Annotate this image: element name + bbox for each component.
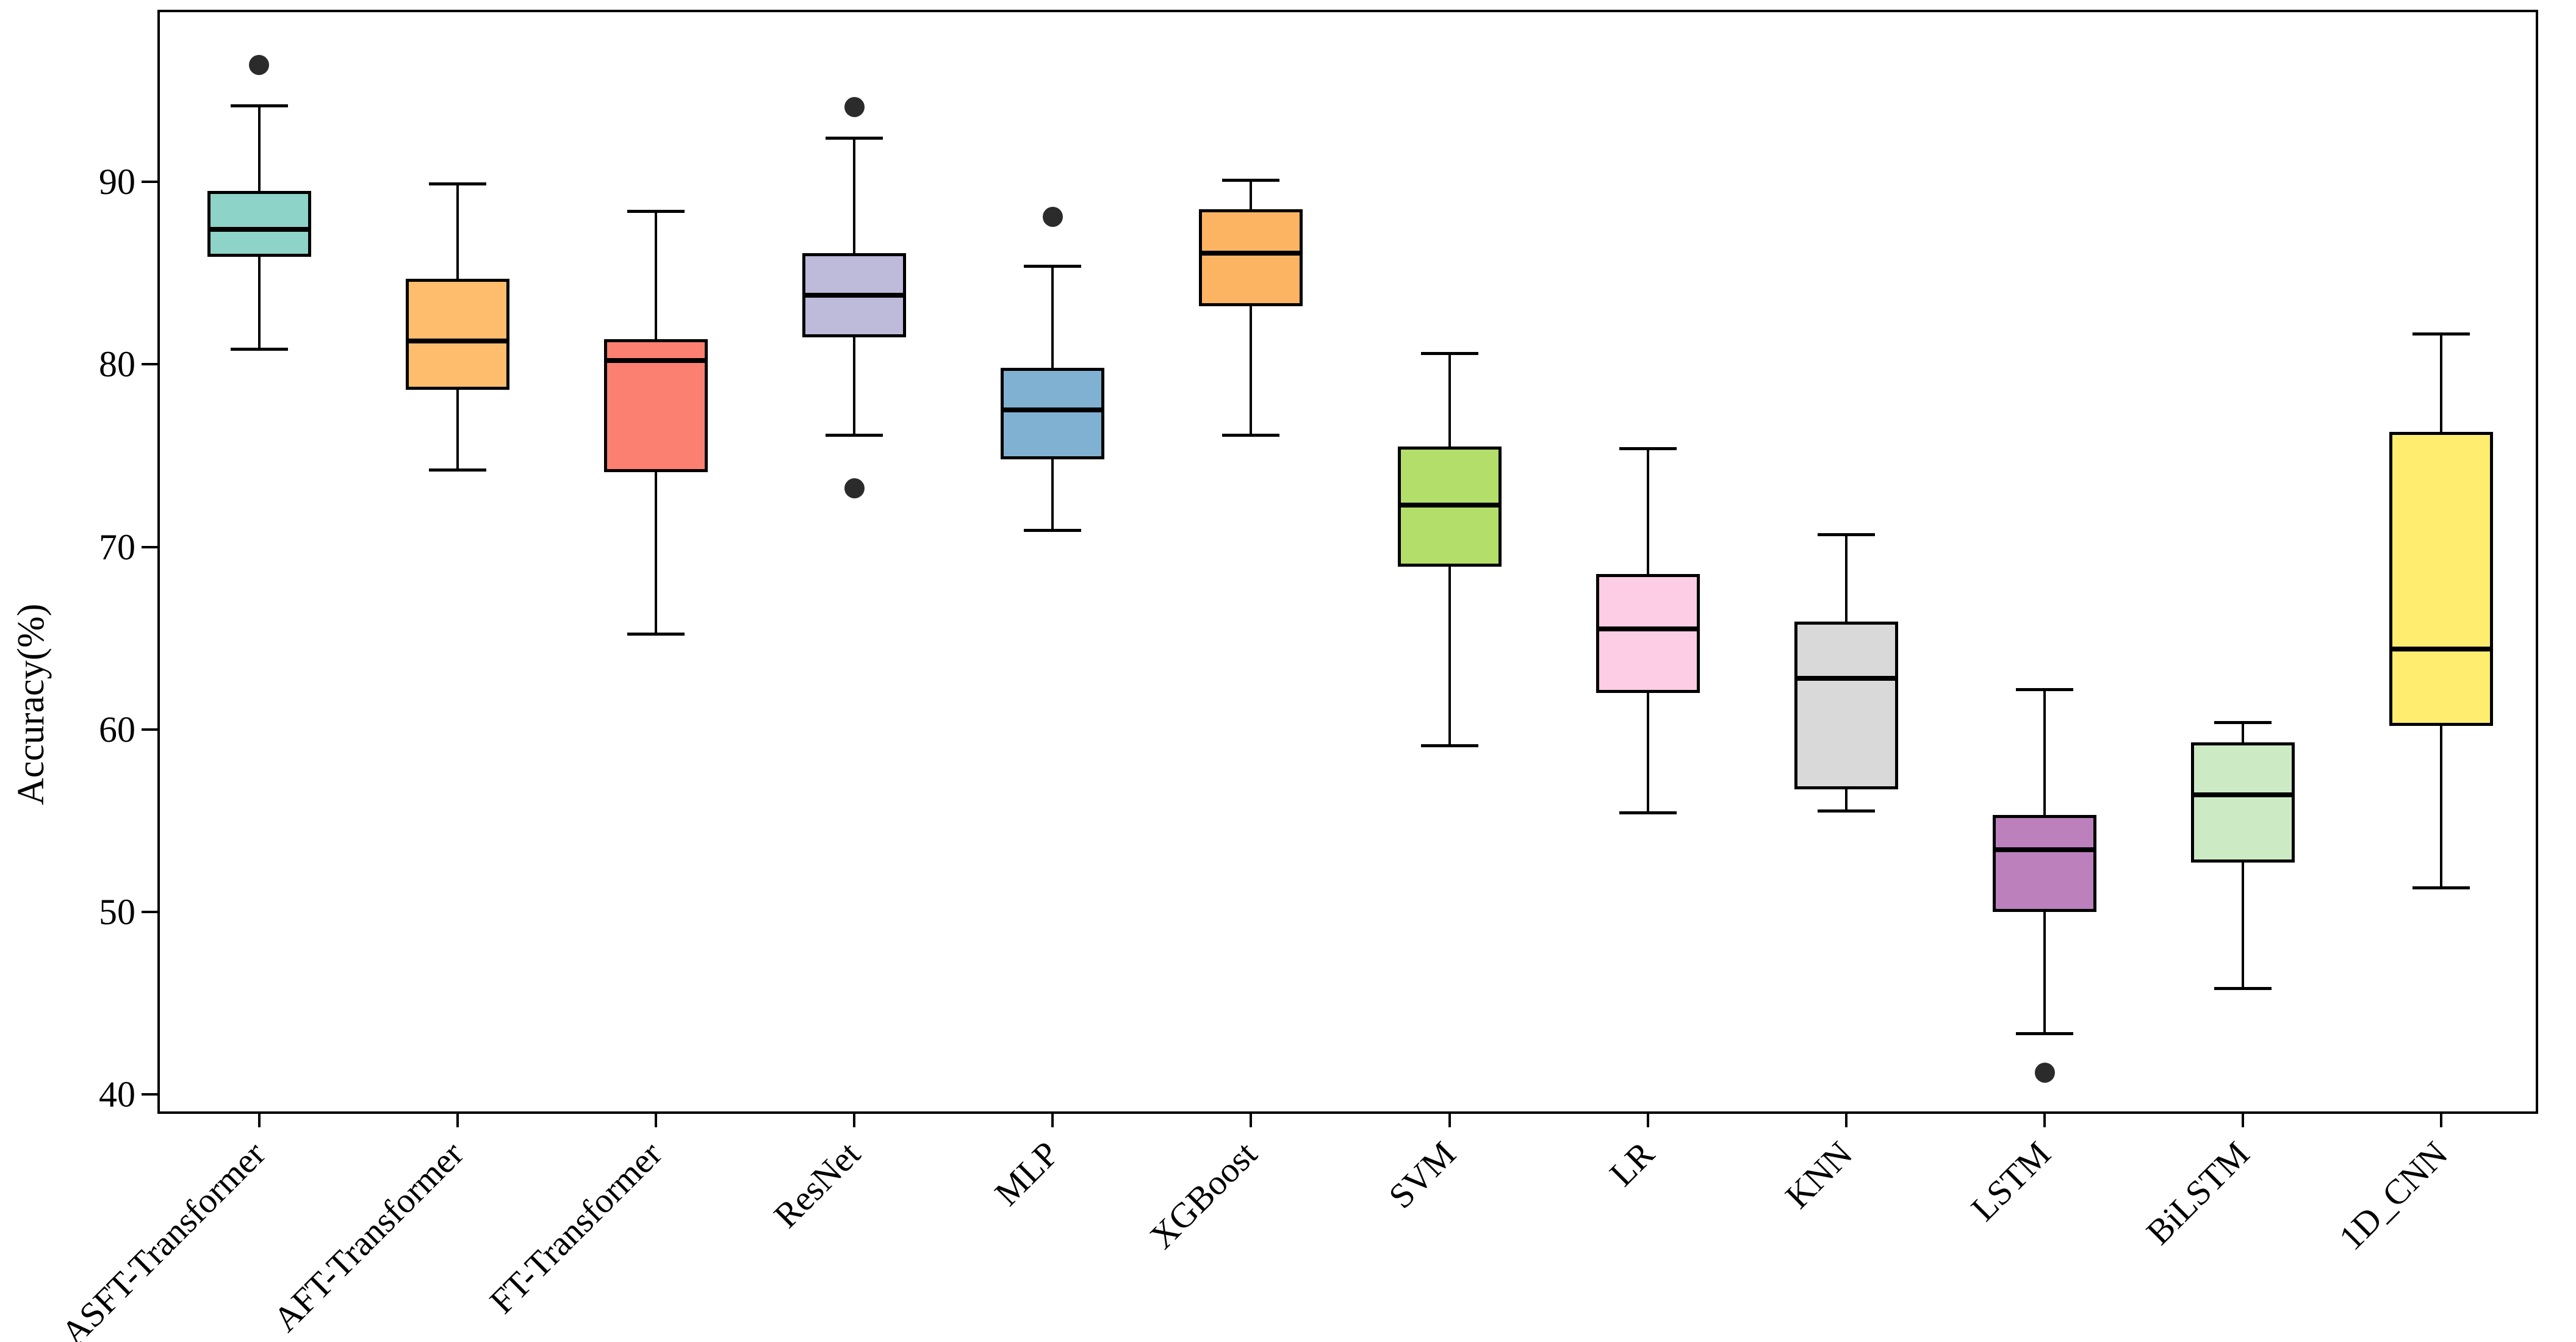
x-tick-label-FT-Transformer: FT-Transformer (482, 1133, 670, 1321)
whisker-cap-bottom-ASFT-Transformer (230, 348, 288, 351)
y-tick (142, 910, 157, 913)
y-tick-label: 60 (99, 709, 135, 750)
y-axis-title: Accuracy(%) (10, 603, 52, 805)
whisker-cap-top-FT-Transformer (627, 210, 685, 214)
median-KNN (1797, 675, 1895, 681)
median-SVM (1400, 502, 1498, 508)
x-tick (1844, 1111, 1847, 1127)
y-tick (142, 1093, 157, 1096)
median-BiLSTM (2194, 792, 2292, 798)
outlier-ASFT-Transformer (249, 55, 270, 76)
x-tick (1646, 1111, 1649, 1127)
whisker-cap-bottom-SVM (1420, 744, 1478, 747)
whisker-cap-bottom-FT-Transformer (627, 633, 685, 636)
y-tick (142, 181, 157, 184)
x-tick (2242, 1111, 2245, 1127)
whisker-cap-bottom-1D_CNN (2412, 886, 2470, 890)
whisker-cap-top-ResNet (826, 137, 883, 140)
whisker-cap-top-MLP (1024, 264, 1082, 268)
median-XGBoost (1202, 250, 1300, 256)
median-FT-Transformer (606, 358, 705, 364)
y-tick (142, 728, 157, 731)
box-ASFT-Transformer (207, 191, 311, 257)
y-tick (142, 545, 157, 548)
whisker-cap-bottom-ResNet (826, 434, 883, 437)
y-tick-label: 90 (99, 162, 135, 203)
y-tick-label: 50 (99, 891, 135, 932)
x-tick-label-LSTM: LSTM (1963, 1133, 2059, 1229)
whisker-cap-bottom-KNN (1817, 809, 1875, 813)
y-tick-label: 70 (99, 526, 135, 567)
x-tick-label-AFT-Transformer: AFT-Transformer (265, 1133, 472, 1340)
x-tick-label-BiLSTM: BiLSTM (2138, 1133, 2257, 1252)
whisker-cap-bottom-MLP (1024, 528, 1082, 532)
x-tick-label-SVM: SVM (1381, 1133, 1464, 1216)
x-tick-label-ResNet: ResNet (766, 1133, 868, 1236)
whisker-cap-top-LR (1619, 447, 1677, 451)
median-MLP (1004, 407, 1102, 413)
whisker-cap-bottom-BiLSTM (2214, 986, 2272, 990)
box-MLP (1001, 368, 1105, 459)
x-tick (654, 1111, 657, 1127)
outlier-ResNet (844, 97, 865, 118)
plot-area: 40 50 60 70 80 90 ASFT-Transformer AFT-Transfor… (53, 10, 2538, 1342)
median-ASFT-Transformer (210, 227, 308, 232)
box-XGBoost (1199, 209, 1303, 306)
x-tick (853, 1111, 856, 1127)
y-tick-label: 40 (99, 1074, 135, 1115)
whisker-cap-top-1D_CNN (2412, 332, 2470, 336)
y-tick (142, 363, 157, 366)
x-tick (1250, 1111, 1253, 1127)
whisker-XGBoost (1250, 180, 1253, 436)
x-tick (2440, 1111, 2443, 1127)
outlier-MLP (1042, 206, 1063, 227)
outlier-ResNet (844, 478, 865, 499)
whisker-cap-bottom-LSTM (2016, 1032, 2074, 1036)
whisker-cap-top-BiLSTM (2214, 720, 2272, 724)
whisker-cap-top-ASFT-Transformer (230, 104, 288, 107)
whisker-cap-bottom-XGBoost (1222, 434, 1280, 437)
x-tick (2043, 1111, 2046, 1127)
x-tick-label-1D_CNN: 1D_CNN (2331, 1133, 2455, 1258)
box-LR (1596, 574, 1700, 693)
whisker-cap-top-LSTM (2016, 687, 2074, 691)
whisker-cap-top-SVM (1420, 352, 1478, 356)
median-AFT-Transformer (408, 338, 506, 343)
x-tick (257, 1111, 261, 1127)
median-ResNet (805, 292, 904, 298)
box-AFT-Transformer (405, 278, 509, 390)
median-LSTM (1996, 847, 2094, 853)
box-LSTM (1993, 815, 2097, 912)
box-BiLSTM (2191, 742, 2295, 863)
x-tick-label-XGBoost: XGBoost (1142, 1133, 1265, 1257)
whisker-cap-top-AFT-Transformer (428, 182, 486, 186)
median-LR (1599, 626, 1697, 632)
x-tick (456, 1111, 459, 1127)
x-tick-label-KNN: KNN (1777, 1133, 1860, 1216)
x-tick-label-MLP: MLP (987, 1133, 1067, 1213)
x-tick-label-ASFT-Transformer: ASFT-Transformer (53, 1133, 273, 1342)
outlier-LSTM (2034, 1062, 2055, 1083)
whisker-cap-top-KNN (1817, 533, 1875, 536)
x-tick (1448, 1111, 1451, 1127)
whisker-cap-bottom-AFT-Transformer (428, 468, 486, 472)
y-tick-label: 80 (99, 344, 135, 385)
box-KNN (1794, 622, 1898, 790)
x-tick (1051, 1111, 1054, 1127)
whisker-cap-bottom-LR (1619, 811, 1677, 815)
x-tick-label-LR: LR (1601, 1133, 1662, 1194)
median-1D_CNN (2392, 647, 2491, 652)
box-1D_CNN (2389, 432, 2494, 726)
whisker-cap-top-XGBoost (1222, 179, 1280, 182)
